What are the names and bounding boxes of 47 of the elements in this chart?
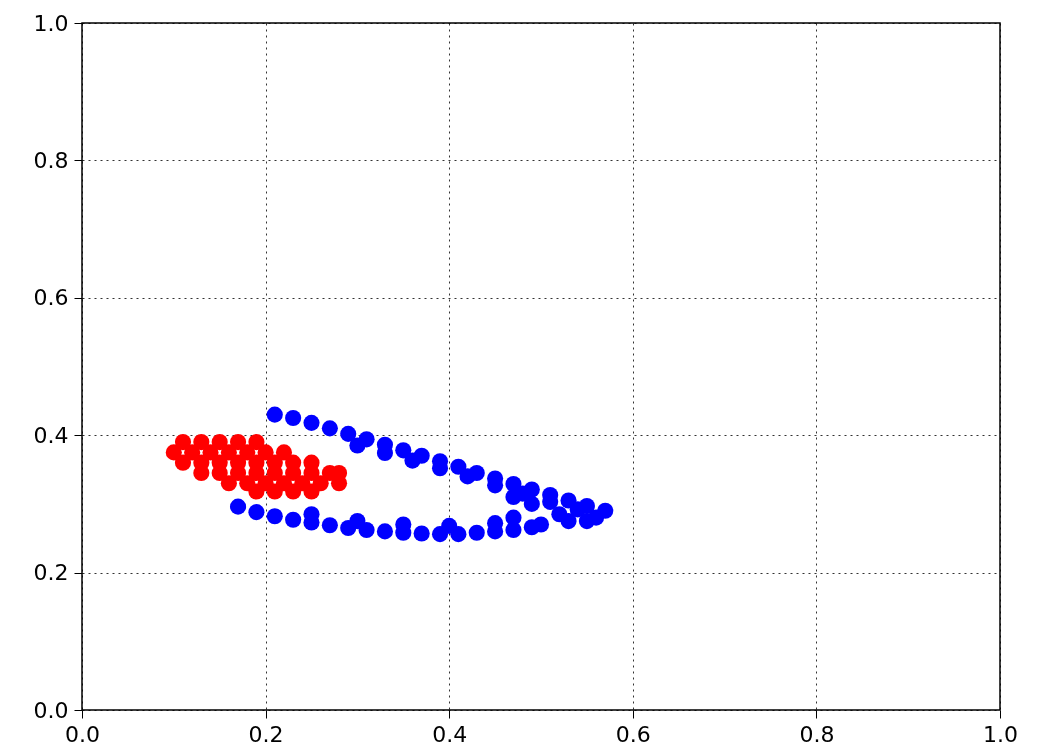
y-tick-label: 1.0 [33,10,69,36]
point [450,458,467,475]
x-tick-label: 0.0 [65,721,100,747]
point [321,420,338,437]
point [349,437,366,454]
point [303,483,320,500]
point [303,414,320,431]
point [340,425,357,442]
y-tick-label: 0.2 [33,560,69,586]
point [285,409,302,427]
point [230,498,247,515]
x-tick-label: 0.6 [615,721,651,747]
x-tick-label: 0.2 [248,721,284,747]
point [523,519,540,536]
y-tick-label: 0.6 [33,285,69,311]
point [404,452,421,469]
point [349,513,366,530]
point [266,406,283,423]
point [248,483,265,500]
point [266,483,283,500]
point [285,511,302,528]
point [174,454,192,471]
y-tick-label: 0.0 [33,697,69,723]
point [285,483,302,500]
x-tick-label: 0.8 [799,721,835,747]
x-tick-label: 0.4 [432,721,468,747]
point [588,509,605,526]
point [165,444,182,461]
point [459,468,476,485]
point [330,475,348,492]
point [248,504,265,521]
point [376,523,393,540]
point [569,501,586,518]
point [220,475,237,492]
point [266,508,283,525]
point [468,524,485,541]
point [321,517,338,534]
point [505,488,522,506]
point [505,521,522,539]
y-tick-label: 0.8 [33,147,69,173]
point [395,442,412,459]
point [523,495,540,512]
point [413,525,430,542]
y-tick-label: 0.4 [33,422,69,448]
point [441,517,458,534]
point [560,513,577,530]
x-tick-label: 1.0 [983,721,1018,747]
